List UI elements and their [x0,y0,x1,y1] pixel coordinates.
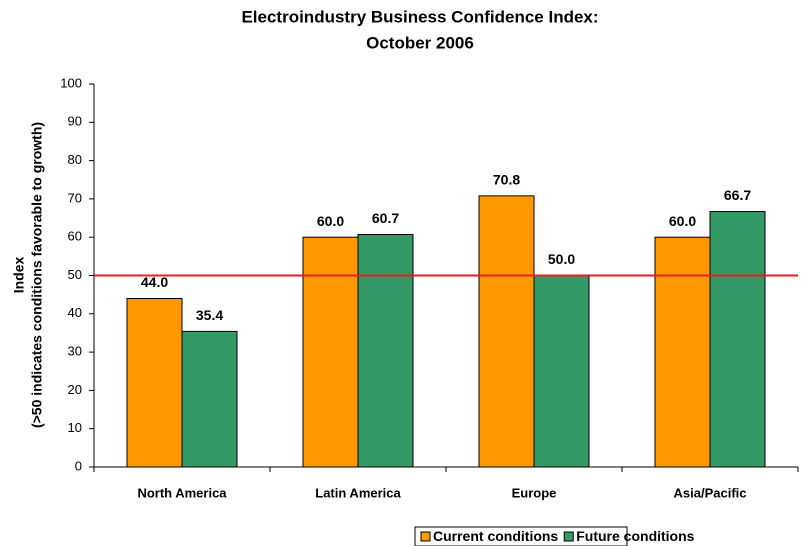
y-tick-label: 0 [75,458,82,473]
y-tick-label: 40 [68,305,82,320]
y-tick-label: 100 [60,75,82,90]
bar [126,297,183,468]
chart-title: October 2006 [366,33,474,52]
y-tick-label: 70 [68,190,82,205]
y-axis-label: Index [11,257,27,294]
legend-label: Current conditions [433,528,558,544]
y-tick-label: 80 [68,152,82,167]
value-label: 70.8 [493,172,520,188]
y-tick-label: 20 [68,382,82,397]
legend-label: Future conditions [576,528,694,544]
legend-box [414,526,628,546]
value-label: 60.0 [669,213,696,229]
chart-title: Electroindustry Business Confidence Inde… [241,7,598,26]
value-label: 60.7 [372,210,399,226]
value-label: 50.0 [548,251,575,267]
bar [478,195,535,468]
value-label: 66.7 [724,187,751,203]
y-tick-label: 30 [68,344,82,359]
bar [709,211,766,468]
y-tick-label: 90 [68,114,82,129]
legend-swatch [420,531,431,542]
x-tick-label: Latin America [315,485,401,500]
bar [302,236,359,468]
value-label: 35.4 [196,307,223,323]
bar [181,330,238,468]
y-tick-label: 50 [68,267,82,282]
y-tick-label: 60 [68,229,82,244]
legend-swatch [563,531,574,542]
bar [357,234,414,468]
value-label: 44.0 [141,274,168,290]
x-tick-label: Europe [512,485,557,500]
bar [533,275,590,468]
bar [654,236,711,468]
y-tick-label: 10 [68,420,82,435]
y-axis-label: (>50 indicates conditions favorable to g… [29,122,45,428]
value-label: 60.0 [317,213,344,229]
x-tick-label: Asia/Pacific [674,485,747,500]
x-tick-label: North America [137,485,227,500]
